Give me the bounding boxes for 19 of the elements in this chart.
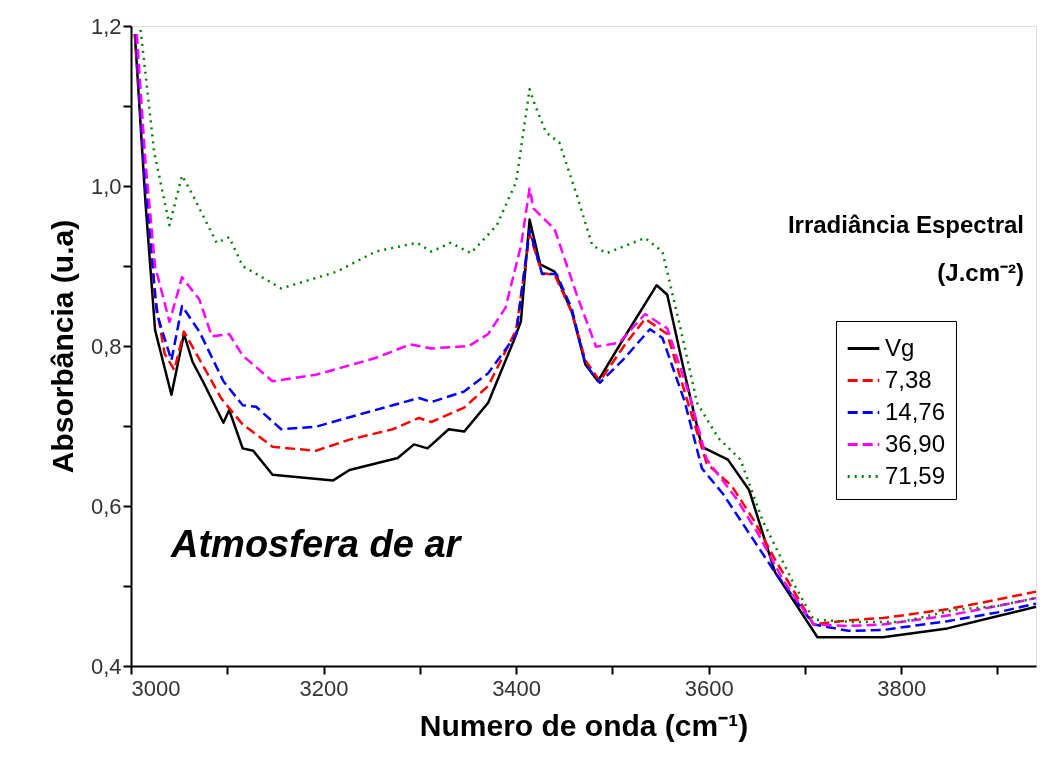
y-tick-label: 0,8 [90, 333, 122, 359]
y-tick-label: 1,0 [90, 173, 122, 199]
legend-label: 7,38 [885, 365, 932, 393]
x-tick-label: 3800 [877, 675, 927, 701]
legend-label: 71,59 [885, 461, 946, 489]
x-tick-label: 3600 [684, 675, 734, 701]
y-tick-label: 0,6 [90, 493, 122, 519]
y-axis-title: Absorbância (u.a) [45, 219, 79, 474]
x-axis-title: Numero de onda (cm⁻¹) [419, 708, 749, 742]
legend-label: 14,76 [885, 397, 946, 425]
legend-title: Irradiância Espectral (J.cm⁻²) [787, 211, 1024, 286]
x-tick-label: 3200 [299, 675, 349, 701]
legend-label: 36,90 [885, 429, 946, 457]
x-tick-label: 3000 [131, 675, 181, 701]
y-tick-label: 1,2 [90, 13, 122, 39]
annotation: Atmosfera de ar [170, 523, 463, 565]
legend-label: Vg [885, 333, 915, 361]
x-tick-label: 3400 [492, 675, 542, 701]
y-tick-label: 0,4 [90, 653, 122, 679]
